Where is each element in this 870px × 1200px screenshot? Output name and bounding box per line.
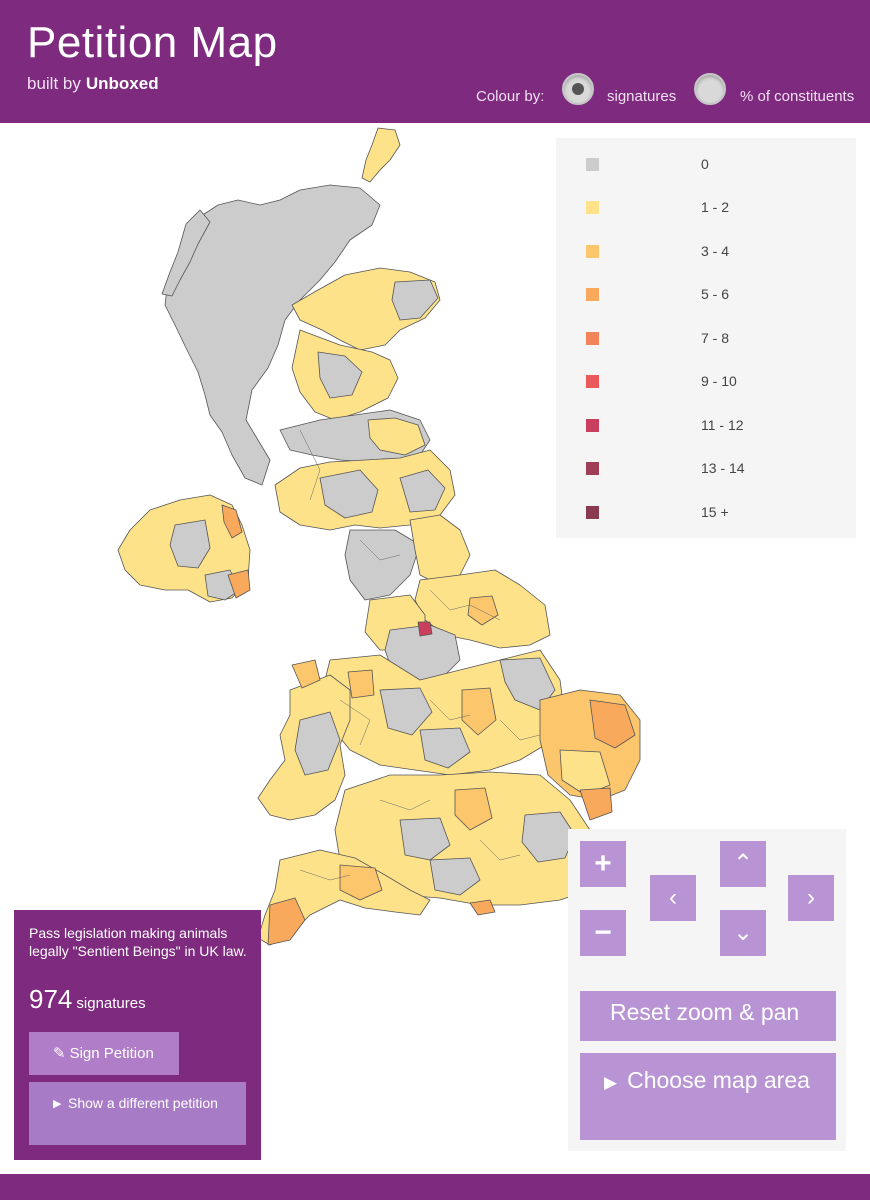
legend-label: 1 - 2 (701, 199, 730, 215)
legend-label: 3 - 4 (701, 243, 730, 259)
midlands-orange-2 (347, 669, 375, 699)
built-by-prefix: built by (27, 74, 81, 93)
signature-number: 974 (29, 984, 73, 1014)
legend-item: 15 + (556, 503, 856, 523)
outer-hebrides (161, 209, 211, 297)
choose-map-area-label: Choose map area (627, 1067, 810, 1093)
minus-icon: − (594, 916, 612, 949)
norfolk-orange (589, 699, 636, 749)
south-orange-1 (454, 787, 493, 831)
legend-item: 5 - 6 (556, 285, 856, 305)
somerset-orange (339, 864, 383, 901)
uk-constituency-map[interactable] (100, 120, 660, 980)
signature-label: signatures (76, 995, 146, 1012)
isle-of-wight (469, 899, 496, 916)
zoom-out-button[interactable]: − (580, 910, 626, 956)
chevron-left-icon: ‹ (669, 884, 677, 911)
pan-up-button[interactable]: ⌃ (720, 841, 766, 887)
legend-label: 0 (701, 156, 709, 172)
pan-left-button[interactable]: ‹ (650, 875, 696, 921)
legend-item: 0 (556, 155, 856, 175)
legend-item: 11 - 12 (556, 416, 856, 436)
legend-swatch (586, 245, 599, 258)
brand-link[interactable]: Unboxed (85, 74, 159, 93)
legend-swatch (586, 288, 599, 301)
signatures-option-label[interactable]: signatures (607, 88, 677, 105)
midlands-grey-1 (379, 687, 433, 736)
triangle-right-icon: ▶ (53, 1098, 62, 1110)
legend-swatch (586, 332, 599, 345)
sign-petition-button[interactable]: ✎ Sign Petition (29, 1032, 179, 1075)
birmingham-grey (419, 727, 471, 769)
pan-down-button[interactable]: ⌄ (720, 910, 766, 956)
legend-label: 5 - 6 (701, 286, 730, 302)
sign-petition-label: Sign Petition (69, 1045, 154, 1062)
zoom-in-button[interactable]: + (580, 841, 626, 887)
show-different-label: Show a different petition (68, 1095, 218, 1111)
legend-swatch (586, 158, 599, 171)
legend-swatch (586, 462, 599, 475)
chevron-right-icon: › (807, 884, 815, 911)
percent-constituents-radio[interactable] (694, 73, 726, 105)
chevron-up-icon: ⌃ (732, 850, 754, 877)
south-orange-2 (579, 787, 613, 821)
pan-right-button[interactable]: › (788, 875, 834, 921)
reset-zoom-pan-button[interactable]: Reset zoom & pan (580, 991, 836, 1041)
yorks-orange (467, 595, 499, 626)
legend-swatch (586, 419, 599, 432)
map-controls: + − ⌃ ‹ › ⌄ Reset zoom & pan ▶ Choose map… (568, 829, 846, 1151)
map-legend: 0 1 - 2 3 - 4 5 - 6 7 - 8 9 - 10 11 - 12… (556, 138, 856, 538)
cumbria-grey (344, 529, 421, 601)
chevron-down-icon: ⌄ (732, 919, 754, 946)
header: Petition Map built by Unboxed Colour by: … (0, 0, 870, 123)
legend-swatch (586, 201, 599, 214)
legend-label: 9 - 10 (701, 373, 737, 389)
signatures-radio[interactable] (562, 73, 594, 105)
dumfries-grey (319, 469, 379, 519)
manchester-hotspot (417, 621, 433, 637)
legend-label: 7 - 8 (701, 330, 730, 346)
wales-grey (294, 711, 341, 776)
midlands-orange-1 (461, 687, 497, 736)
show-different-petition-button[interactable]: ▶ Show a different petition (29, 1082, 246, 1145)
pencil-icon: ✎ (53, 1045, 66, 1062)
edinburgh-yellow (367, 417, 426, 456)
ni-orange-east (221, 504, 243, 539)
footer-bar (0, 1174, 870, 1200)
petition-title: Pass legislation making animals legally … (29, 925, 247, 959)
legend-item: 7 - 8 (556, 329, 856, 349)
subtitle: built by Unboxed (27, 74, 159, 94)
choose-map-area-button[interactable]: ▶ Choose map area (580, 1053, 836, 1140)
colour-by-label: Colour by: (476, 88, 545, 105)
london-dense (521, 811, 576, 863)
legend-swatch (586, 375, 599, 388)
ni-grey-west (169, 519, 211, 569)
south-coast-grey (429, 857, 481, 896)
legend-item: 3 - 4 (556, 242, 856, 262)
percent-constituents-option-label[interactable]: % of constituents (740, 88, 855, 105)
legend-item: 13 - 14 (556, 459, 856, 479)
legend-swatch (586, 506, 599, 519)
ni-orange-south (227, 569, 251, 599)
aberdeen-grey (391, 279, 439, 321)
anglesey (291, 659, 321, 689)
legend-label: 11 - 12 (701, 417, 744, 433)
legend-label: 13 - 14 (701, 460, 745, 476)
legend-item: 1 - 2 (556, 198, 856, 218)
map-svg[interactable] (100, 120, 660, 980)
petition-panel: Pass legislation making animals legally … (14, 910, 261, 1160)
signature-count: 974 signatures (29, 984, 146, 1015)
stirling-grey (317, 351, 363, 399)
page-title: Petition Map (27, 18, 278, 67)
south-grey-1 (399, 817, 451, 861)
legend-label: 15 + (701, 504, 729, 520)
plus-icon: + (594, 847, 612, 880)
cornwall-orange (267, 897, 306, 946)
shetland-region (361, 127, 401, 183)
legend-item: 9 - 10 (556, 372, 856, 392)
triangle-right-icon: ▶ (604, 1073, 618, 1092)
borders-grey (399, 469, 446, 513)
